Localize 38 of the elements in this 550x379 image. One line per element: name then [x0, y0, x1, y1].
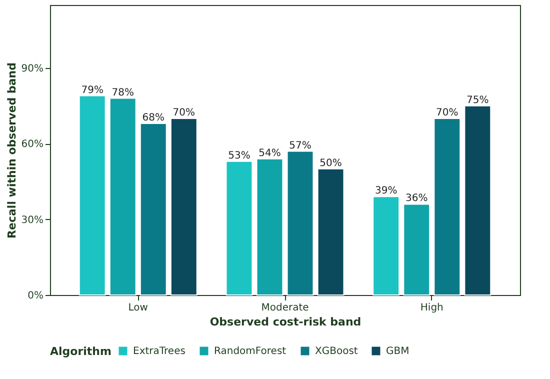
x-tick-label: Moderate	[261, 302, 309, 314]
data-label: 36%	[406, 193, 428, 204]
bar	[372, 196, 400, 296]
data-label: 70%	[172, 107, 196, 118]
legend-label: ExtraTrees	[133, 346, 186, 357]
y-tick-label: 30%	[21, 214, 44, 226]
data-label: 79%	[81, 84, 104, 96]
data-label: 54%	[258, 148, 281, 159]
legend-label: RandomForest	[214, 346, 286, 357]
bar	[140, 123, 167, 296]
y-tick-label: 90%	[21, 64, 44, 75]
data-label: 53%	[228, 150, 250, 162]
x-axis-title: Observed cost-risk band	[210, 316, 362, 328]
data-label: 39%	[374, 186, 398, 197]
y-tick-label: 60%	[21, 139, 44, 150]
data-label: 57%	[289, 140, 312, 152]
data-label: 68%	[142, 112, 164, 124]
data-label: 78%	[112, 87, 134, 98]
bar	[78, 95, 106, 296]
bar	[403, 204, 430, 296]
bar	[226, 160, 253, 296]
legend-label: XGBoost	[315, 346, 358, 357]
bar	[434, 118, 461, 296]
bar	[317, 168, 344, 296]
data-label: 70%	[436, 107, 458, 118]
y-tick-label: 0%	[28, 290, 44, 302]
data-label: 50%	[320, 158, 342, 169]
bar	[256, 158, 284, 296]
bar	[286, 150, 314, 296]
x-tick-label: Low	[128, 302, 148, 314]
y-axis-title: Recall within observed band	[5, 62, 18, 238]
legend-label: GBM	[386, 346, 410, 357]
bar	[464, 105, 492, 296]
legend-title: Algorithm	[50, 345, 112, 358]
bar	[170, 118, 198, 296]
data-label: 75%	[466, 94, 489, 106]
x-tick-label: High	[420, 302, 444, 314]
bar	[109, 98, 136, 296]
